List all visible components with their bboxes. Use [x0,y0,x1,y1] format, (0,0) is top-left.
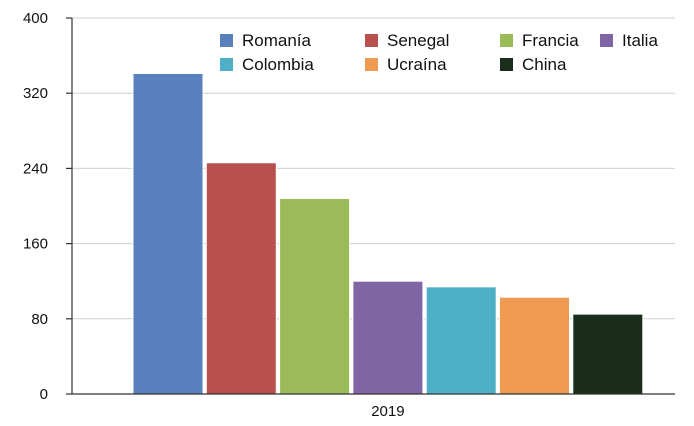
y-tick-label: 400 [23,10,48,27]
y-tick-label: 160 [23,236,48,253]
bar-ucrana [499,296,570,395]
legend-swatch [600,34,613,47]
legend-label: China [522,55,567,74]
legend-label: Romanía [242,31,312,50]
y-tick-labels: 0 80 160 240 320 400 [23,10,48,403]
legend-swatch [365,58,378,71]
axes [71,18,675,395]
bar-colombia [425,286,497,395]
legend-label: Colombia [242,55,314,74]
bar-group [132,72,644,395]
y-tick-label: 0 [40,386,48,403]
legend-swatch [500,34,513,47]
bar-china [572,313,644,395]
y-tick-label: 80 [31,311,48,328]
legend-item: Ucraína [365,55,447,74]
legend-item: Italia [600,31,658,50]
legend: Romanía Senegal Francia Italia Colombia Ucraí… [220,31,658,74]
x-category-labels: 2019 [371,403,404,420]
legend-label: Ucraína [387,55,447,74]
y-tick-label: 320 [23,85,48,102]
legend-item: Colombia [220,55,314,74]
bar-senegal [205,162,277,395]
x-category-label: 2019 [371,403,404,420]
legend-swatch [365,34,378,47]
y-tick-label: 240 [23,160,48,177]
legend-swatch [220,58,233,71]
legend-item: Romanía [220,31,312,50]
legend-label: Italia [622,31,658,50]
bar-francia [279,197,351,395]
legend-item: China [500,55,567,74]
legend-swatch [500,58,513,71]
legend-item: Senegal [365,31,449,50]
legend-label: Senegal [387,31,449,50]
legend-item: Francia [500,31,579,50]
legend-label: Francia [522,31,579,50]
bar-romana [132,72,204,395]
legend-swatch [220,34,233,47]
bar-italia [352,280,424,395]
